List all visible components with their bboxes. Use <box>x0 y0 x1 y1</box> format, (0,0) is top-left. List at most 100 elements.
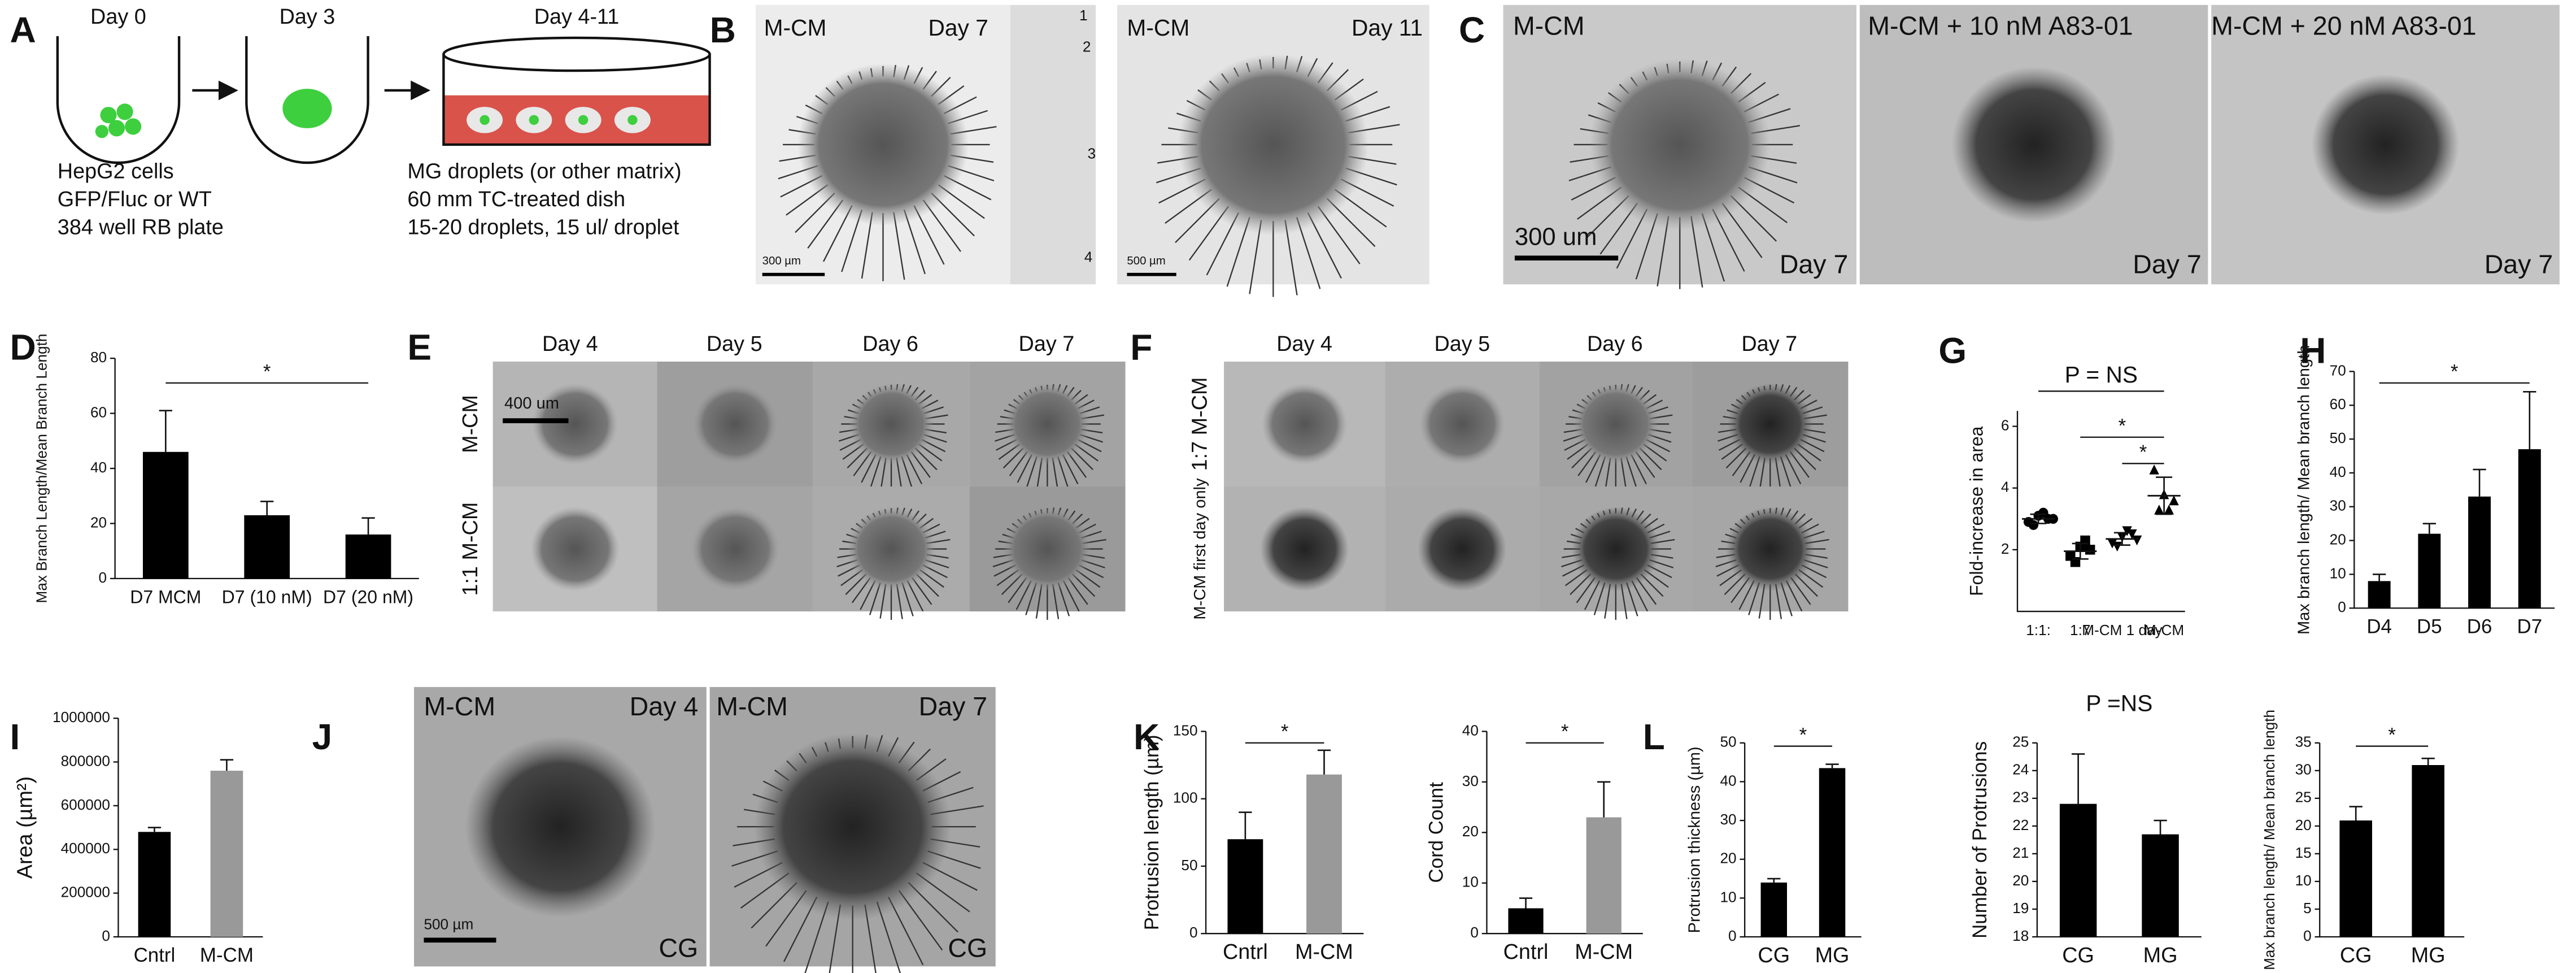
error-bar <box>2523 390 2536 450</box>
x-tick-label: CG <box>1758 944 1790 967</box>
x-tick-label: M-CM <box>1295 940 1353 964</box>
row-label: 1:1 M-CM <box>459 502 482 596</box>
column-label: Day 4 <box>1276 332 1332 356</box>
error-bar <box>147 827 162 832</box>
bar <box>1819 768 1846 937</box>
y-tick-label: 15 <box>2295 844 2312 861</box>
panel-letter: K <box>1134 716 1160 757</box>
spheroid <box>691 506 780 592</box>
panel-letter: L <box>1643 716 1665 757</box>
significance-label: * <box>1799 724 1807 746</box>
row-label: 1:7 M-CM <box>1188 377 1211 471</box>
y-tick-label: 0 <box>1728 927 1737 944</box>
point <box>2028 520 2039 530</box>
x-tick-label: D7 MCM <box>130 587 201 607</box>
scale-label: 500 µm <box>1127 255 1165 267</box>
spheroid <box>1178 54 1369 236</box>
significance-label: * <box>2451 361 2459 383</box>
column-label: Day 6 <box>1587 332 1643 356</box>
inset-number: 4 <box>1084 249 1093 266</box>
point <box>2149 464 2159 475</box>
y-tick-label: 30 <box>1462 772 1479 789</box>
y-tick-label: 0 <box>2303 927 2312 944</box>
error-bar <box>1317 749 1331 775</box>
x-tick-label: M-CM <box>1575 940 1633 964</box>
x-tick-label: CG <box>2062 944 2094 967</box>
image-label: CG <box>659 933 698 963</box>
y-tick-label: 20 <box>1720 850 1737 867</box>
y-tick-label: 30 <box>2330 497 2346 514</box>
x-tick-label: Cntrl <box>1223 940 1268 964</box>
error-bar <box>2071 753 2085 804</box>
error-bar <box>2373 574 2386 581</box>
row-label: M-CM first day only <box>1191 478 1209 620</box>
y-tick-label: 80 <box>90 349 107 366</box>
x-tick-label: D6 <box>2467 615 2492 637</box>
y-tick-label: 22 <box>2012 816 2029 833</box>
panel-letter: A <box>10 10 36 50</box>
x-tick-label: Cntrl <box>1503 940 1549 964</box>
x-tick-label: M-CM <box>2144 622 2184 638</box>
spheroid <box>1951 66 2116 223</box>
inset-number: 2 <box>1083 38 1091 55</box>
bar <box>2412 764 2444 937</box>
panel-letter: H <box>2300 330 2326 371</box>
image-label: Day 11 <box>1352 15 1423 41</box>
spheroid <box>1573 383 1659 465</box>
y-axis-label: Max branch length/ Mean branch length <box>2261 710 2278 970</box>
image-label: Day 7 <box>1780 250 1849 279</box>
y-tick-label: 1000000 <box>53 709 110 726</box>
caption: GFP/Fluc or WT <box>58 188 212 211</box>
y-tick-label: 40 <box>1462 722 1479 739</box>
point <box>2132 535 2142 546</box>
error-bar <box>1825 763 1839 768</box>
point <box>2127 529 2137 540</box>
y-tick-label: 30 <box>2295 761 2312 778</box>
y-tick-label: 20 <box>2330 531 2346 548</box>
error-bar <box>2156 476 2173 515</box>
spheroid <box>847 506 936 592</box>
spheroid <box>1571 506 1660 592</box>
bar <box>210 770 243 937</box>
spheroid <box>797 63 969 226</box>
y-tick-label: 6 <box>2001 416 2010 433</box>
y-tick-label: 25 <box>2012 733 2029 750</box>
y-tick-label: 19 <box>2012 900 2029 916</box>
chart: 0 10 20 30 40 50 60 70 Max branch length/ Mean b… <box>2295 345 2555 637</box>
chart: 0 50 100 150 Protrusion length (µm) Cntrl M-CM… <box>1141 721 1364 964</box>
x-tick-label: 1:1: <box>2026 622 2051 638</box>
y-tick-label: 800000 <box>61 752 110 769</box>
image-label: CG <box>948 933 987 963</box>
y-tick-label: 0 <box>99 569 107 586</box>
y-tick-label: 40 <box>90 459 107 476</box>
x-tick-label: M-CM 1 day <box>2082 622 2163 638</box>
error-bar <box>159 410 172 452</box>
x-tick-label: 1:7 <box>2070 622 2090 638</box>
chart: 0 200000 400000 600000 800000 1000000 Area (µm… <box>14 709 263 966</box>
image-label: M-CM <box>716 692 788 721</box>
x-tick-label: M-CM <box>200 944 254 966</box>
scale-label: 300 µm <box>762 255 801 267</box>
image-label: Day 4 <box>630 692 699 721</box>
error-bar <box>2072 542 2089 560</box>
step-label: Day 0 <box>90 5 146 29</box>
y-tick-label: 10 <box>2295 872 2312 889</box>
spheroid <box>1418 506 1507 592</box>
y-axis-label: Number of Protrusions <box>1969 741 1991 939</box>
y-tick-label: 40 <box>1720 772 1737 789</box>
significance-label: * <box>2139 441 2147 463</box>
spheroid <box>2311 74 2460 215</box>
spheroid <box>1725 506 1815 592</box>
spheroid <box>848 383 934 465</box>
error-bar <box>2421 757 2435 765</box>
spheroid <box>1727 383 1813 465</box>
x-tick-label: CG <box>2340 944 2372 967</box>
inset <box>1010 5 1096 285</box>
y-axis-label: Max branch length/ Mean branch length <box>2295 345 2313 635</box>
image-label: Day 7 <box>2485 250 2553 279</box>
y-tick-label: 25 <box>2295 789 2312 806</box>
y-tick-label: 0 <box>2338 598 2346 615</box>
point <box>2085 545 2095 555</box>
bar <box>1586 817 1622 934</box>
significance-label: * <box>263 361 271 383</box>
